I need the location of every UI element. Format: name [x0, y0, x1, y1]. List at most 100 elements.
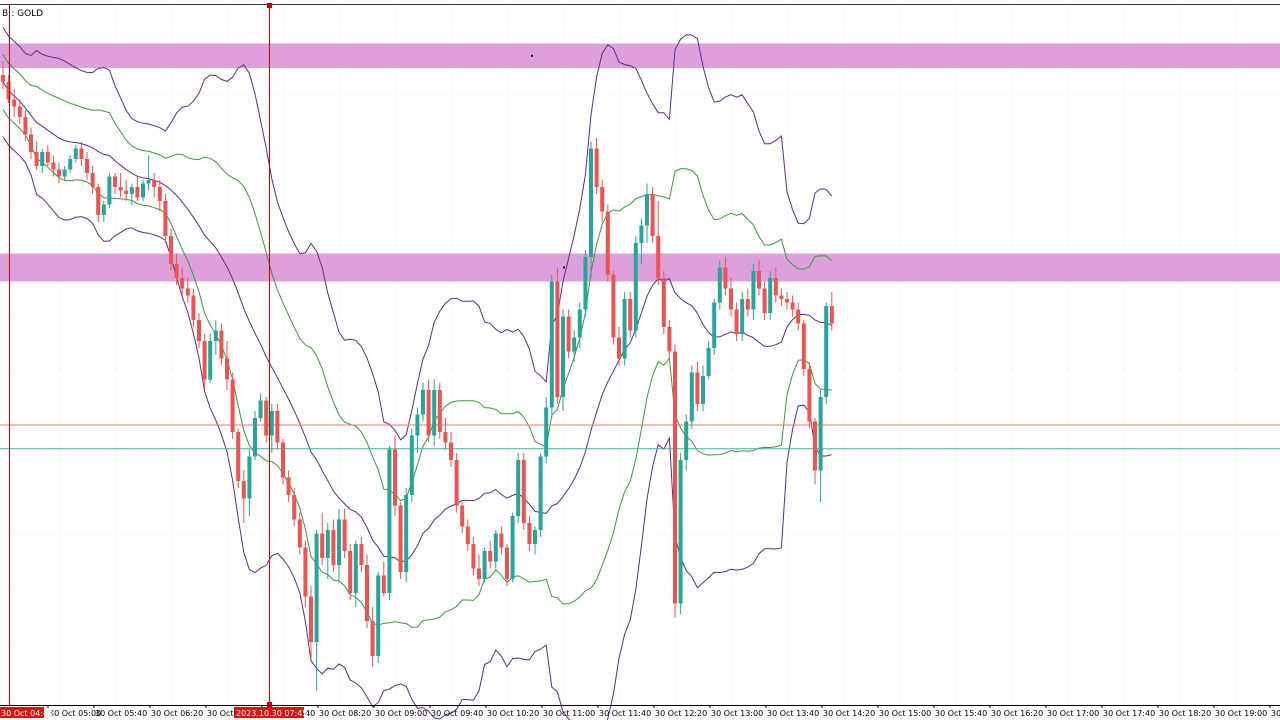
candle-body[interactable]: [824, 306, 829, 397]
candle-body[interactable]: [790, 302, 795, 310]
candle-body[interactable]: [818, 397, 823, 471]
candle-body[interactable]: [113, 176, 117, 188]
candle-body[interactable]: [533, 530, 537, 544]
candle-body[interactable]: [813, 421, 817, 471]
candle-body[interactable]: [622, 299, 627, 359]
candle-body[interactable]: [169, 236, 173, 264]
candle-body[interactable]: [353, 544, 358, 593]
candle-body[interactable]: [365, 565, 369, 621]
candle-body[interactable]: [157, 187, 162, 201]
candle-body[interactable]: [124, 190, 129, 195]
candle-body[interactable]: [219, 330, 224, 359]
candle-body[interactable]: [544, 407, 549, 457]
candle-body[interactable]: [521, 460, 526, 523]
candle-body[interactable]: [611, 274, 616, 338]
candle-body[interactable]: [141, 183, 145, 198]
candle-body[interactable]: [281, 442, 285, 478]
candle-body[interactable]: [465, 526, 470, 545]
candle-body[interactable]: [135, 187, 140, 198]
candle-body[interactable]: [471, 544, 476, 569]
candle-body[interactable]: [393, 449, 397, 506]
candle-body[interactable]: [785, 299, 789, 303]
candle-body[interactable]: [90, 173, 95, 187]
candle-body[interactable]: [253, 418, 257, 457]
candle-body[interactable]: [667, 327, 672, 352]
candle-body[interactable]: [415, 414, 420, 436]
candle-body[interactable]: [437, 390, 442, 432]
candle-body[interactable]: [527, 523, 532, 544]
candle-body[interactable]: [499, 533, 504, 548]
candle-body[interactable]: [460, 505, 465, 527]
candle-body[interactable]: [605, 211, 610, 275]
supply-demand-zone[interactable]: [0, 43, 1280, 69]
candle-body[interactable]: [320, 533, 325, 559]
candle-body[interactable]: [185, 288, 190, 296]
candle-body[interactable]: [146, 180, 151, 184]
candle-body[interactable]: [258, 400, 263, 419]
candle-body[interactable]: [673, 351, 677, 604]
candle-body[interactable]: [477, 568, 481, 580]
candle-body[interactable]: [454, 460, 459, 506]
candle-body[interactable]: [337, 519, 341, 566]
candle-body[interactable]: [230, 379, 235, 433]
candle-body[interactable]: [241, 481, 246, 499]
candle-body[interactable]: [359, 544, 364, 565]
candle-body[interactable]: [801, 323, 806, 370]
candle-body[interactable]: [712, 302, 717, 349]
candle-body[interactable]: [174, 264, 179, 278]
candle-body[interactable]: [62, 169, 67, 177]
candle-body[interactable]: [566, 316, 571, 352]
candle-body[interactable]: [661, 278, 666, 327]
candle-body[interactable]: [600, 187, 605, 212]
candle-body[interactable]: [633, 243, 638, 331]
candle-body[interactable]: [381, 575, 386, 594]
candle-body[interactable]: [191, 295, 196, 321]
candle-body[interactable]: [745, 299, 750, 310]
candle-body[interactable]: [208, 341, 213, 380]
candle-body[interactable]: [678, 460, 683, 604]
candle-body[interactable]: [51, 162, 56, 170]
candle-body[interactable]: [443, 432, 448, 443]
candle-body[interactable]: [387, 449, 392, 594]
candle-body[interactable]: [594, 148, 599, 188]
candle-body[interactable]: [555, 281, 560, 398]
candle-body[interactable]: [292, 495, 297, 520]
crosshair-handle[interactable]: [267, 702, 272, 707]
candle-body[interactable]: [589, 148, 593, 258]
candle-body[interactable]: [342, 519, 347, 552]
candle-body[interactable]: [493, 533, 498, 562]
candle-body[interactable]: [68, 159, 73, 170]
candle-body[interactable]: [202, 341, 207, 380]
candle-body[interactable]: [45, 152, 50, 163]
candle-body[interactable]: [118, 187, 123, 191]
candle-body[interactable]: [264, 400, 269, 436]
candle-body[interactable]: [163, 201, 168, 236]
candle-body[interactable]: [768, 278, 773, 313]
candle-body[interactable]: [689, 372, 694, 422]
candle-body[interactable]: [729, 288, 733, 310]
candle-body[interactable]: [370, 621, 375, 656]
candle-body[interactable]: [309, 596, 313, 643]
candle-body[interactable]: [236, 432, 241, 481]
candle-body[interactable]: [325, 530, 330, 558]
candle-body[interactable]: [303, 547, 308, 597]
candle-body[interactable]: [12, 99, 17, 107]
candle-body[interactable]: [213, 330, 218, 342]
candle-body[interactable]: [717, 267, 722, 303]
candle-body[interactable]: [286, 477, 291, 496]
candle-body[interactable]: [577, 309, 582, 338]
candle-body[interactable]: [398, 505, 403, 573]
candle-body[interactable]: [516, 460, 521, 516]
candle-body[interactable]: [617, 337, 621, 359]
candle-body[interactable]: [101, 204, 106, 216]
candle-body[interactable]: [510, 516, 515, 579]
candle-body[interactable]: [40, 152, 45, 166]
candle-body[interactable]: [572, 337, 577, 352]
candle-body[interactable]: [751, 271, 756, 310]
candle-body[interactable]: [482, 551, 487, 579]
candle-body[interactable]: [734, 309, 739, 335]
candle-body[interactable]: [779, 295, 784, 300]
candle-body[interactable]: [695, 372, 700, 405]
